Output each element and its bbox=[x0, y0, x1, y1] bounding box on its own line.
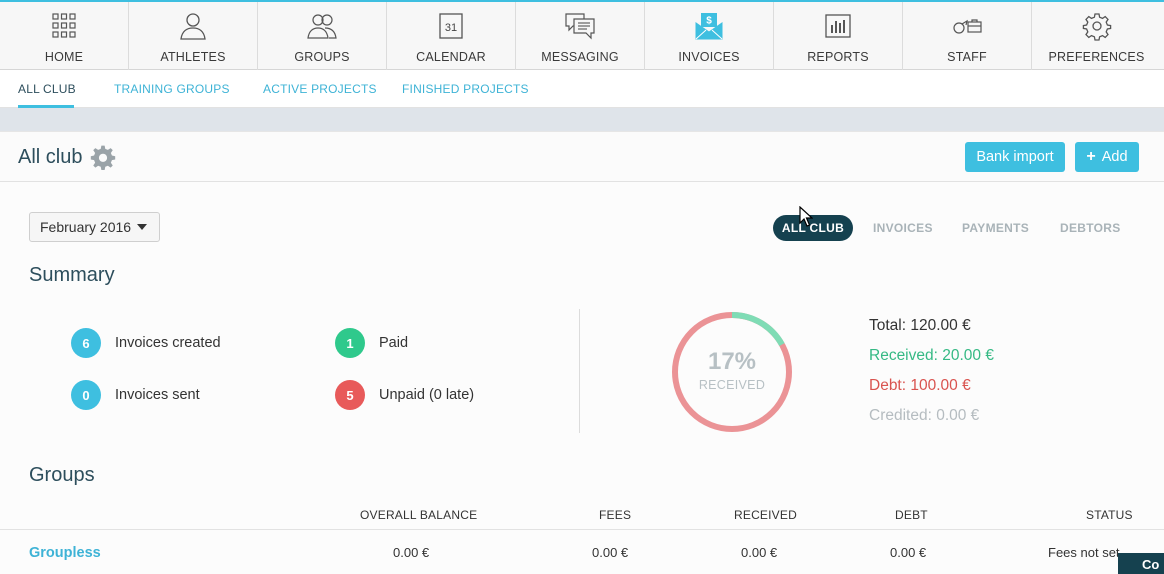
tab-active-projects[interactable]: ACTIVE PROJECTS bbox=[263, 82, 377, 96]
add-button[interactable]: + Add bbox=[1075, 142, 1139, 172]
month-select[interactable]: February 2016 bbox=[29, 212, 160, 242]
nav-label: REPORTS bbox=[807, 50, 869, 64]
filter-payments[interactable]: PAYMENTS bbox=[962, 221, 1030, 235]
cell-debt: 0.00 € bbox=[890, 545, 927, 560]
caret-down-icon bbox=[137, 224, 148, 230]
dollar-symbol: $ bbox=[706, 16, 712, 27]
tab-training-groups[interactable]: TRAINING GROUPS bbox=[114, 82, 230, 96]
athlete-person-icon bbox=[180, 13, 206, 40]
stat-unpaid: 5 Unpaid (0 late) bbox=[335, 380, 474, 410]
cell-overall-balance: 0.00 € bbox=[393, 545, 430, 560]
stat-paid: 1 Paid bbox=[335, 328, 408, 358]
main-nav: HOME ATHLETES GROUPS 31 CALENDAR bbox=[0, 0, 1164, 70]
chat-widget-tab[interactable]: Co bbox=[1118, 553, 1164, 574]
nav-preferences[interactable]: PREFERENCES bbox=[1032, 2, 1161, 70]
received-percent: 17% bbox=[707, 348, 757, 375]
nav-label: STAFF bbox=[947, 50, 987, 64]
column-header-fees[interactable]: FEES bbox=[599, 508, 632, 522]
nav-home[interactable]: HOME bbox=[0, 2, 129, 70]
page-title: All club bbox=[18, 146, 83, 168]
nav-label: INVOICES bbox=[678, 50, 740, 64]
received-percent-label: RECEIVED bbox=[698, 378, 766, 392]
cell-status: Fees not set bbox=[1048, 545, 1120, 560]
nav-label: CALENDAR bbox=[416, 50, 486, 64]
credited-amount: Credited: 0.00 € bbox=[869, 407, 980, 424]
stat-invoices-sent: 0 Invoices sent bbox=[71, 380, 200, 410]
received-donut-chart bbox=[672, 312, 792, 432]
month-value: February 2016 bbox=[40, 219, 132, 235]
stat-label: Invoices sent bbox=[115, 387, 200, 403]
nav-athletes[interactable]: ATHLETES bbox=[129, 2, 258, 70]
filter-all-club[interactable]: ALL CLUB bbox=[773, 215, 853, 241]
messaging-bubbles-icon bbox=[565, 13, 595, 40]
tab-finished-projects[interactable]: FINISHED PROJECTS bbox=[402, 82, 529, 96]
table-divider bbox=[0, 529, 1164, 530]
debt-amount: Debt: 100.00 € bbox=[869, 377, 971, 394]
summary-title: Summary bbox=[29, 264, 115, 286]
main-panel: All club Bank import + Add February 2016… bbox=[0, 131, 1164, 574]
nav-label: ATHLETES bbox=[160, 50, 226, 64]
cell-received: 0.00 € bbox=[741, 545, 778, 560]
stat-invoices-created: 6 Invoices created bbox=[71, 328, 221, 358]
stat-count-badge: 6 bbox=[71, 328, 101, 358]
column-header-received[interactable]: RECEIVED bbox=[734, 508, 797, 522]
bank-import-label: Bank import bbox=[976, 149, 1054, 165]
stat-label: Paid bbox=[379, 335, 409, 351]
reports-bar-chart-icon bbox=[825, 14, 851, 38]
nav-calendar[interactable]: 31 CALENDAR bbox=[387, 2, 516, 70]
nav-label: GROUPS bbox=[294, 50, 350, 64]
calendar-icon: 31 bbox=[439, 13, 463, 39]
add-label: Add bbox=[1101, 149, 1128, 165]
nav-label: PREFERENCES bbox=[1048, 50, 1145, 64]
column-header-debt[interactable]: DEBT bbox=[895, 508, 928, 522]
nav-label: MESSAGING bbox=[541, 50, 619, 64]
settings-gear-icon[interactable] bbox=[90, 144, 116, 170]
panel-header: All club Bank import + Add bbox=[0, 132, 1164, 182]
active-tab-indicator bbox=[18, 105, 74, 108]
filter-invoices[interactable]: INVOICES bbox=[873, 221, 933, 235]
column-header-overall-balance[interactable]: OVERALL BALANCE bbox=[360, 508, 478, 522]
invoice-envelope-icon: $ bbox=[695, 13, 723, 40]
nav-staff[interactable]: STAFF bbox=[903, 2, 1032, 70]
filter-debtors[interactable]: DEBTORS bbox=[1060, 221, 1121, 235]
nav-groups[interactable]: GROUPS bbox=[258, 2, 387, 70]
cell-fees: 0.00 € bbox=[592, 545, 629, 560]
stat-count-badge: 1 bbox=[335, 328, 365, 358]
stat-count-badge: 5 bbox=[335, 380, 365, 410]
stat-label: Unpaid (0 late) bbox=[379, 387, 475, 403]
nav-reports[interactable]: REPORTS bbox=[774, 2, 903, 70]
group-name-link[interactable]: Groupless bbox=[29, 545, 101, 561]
total-amount: Total: 120.00 € bbox=[869, 317, 971, 334]
sub-tabs: ALL CLUB TRAINING GROUPS ACTIVE PROJECTS… bbox=[0, 70, 1164, 108]
mouse-cursor-icon bbox=[799, 206, 813, 227]
column-header-status[interactable]: STATUS bbox=[1086, 508, 1133, 522]
group-people-icon bbox=[307, 14, 337, 39]
home-grid-icon bbox=[52, 13, 76, 38]
plus-icon: + bbox=[1086, 148, 1096, 165]
tab-all-club[interactable]: ALL CLUB bbox=[18, 82, 76, 96]
nav-messaging[interactable]: MESSAGING bbox=[516, 2, 645, 70]
calendar-day-number: 31 bbox=[445, 22, 457, 34]
groups-title: Groups bbox=[29, 464, 95, 486]
staff-whistle-briefcase-icon bbox=[953, 19, 982, 34]
summary-divider bbox=[579, 309, 580, 433]
received-amount: Received: 20.00 € bbox=[869, 347, 994, 364]
nav-label: HOME bbox=[44, 50, 84, 64]
preferences-gear-icon bbox=[1082, 13, 1111, 41]
stat-label: Invoices created bbox=[115, 335, 221, 351]
donut-received-arc bbox=[672, 312, 792, 432]
nav-invoices[interactable]: $ INVOICES bbox=[645, 2, 774, 70]
stat-count-badge: 0 bbox=[71, 380, 101, 410]
bank-import-button[interactable]: Bank import bbox=[965, 142, 1065, 172]
